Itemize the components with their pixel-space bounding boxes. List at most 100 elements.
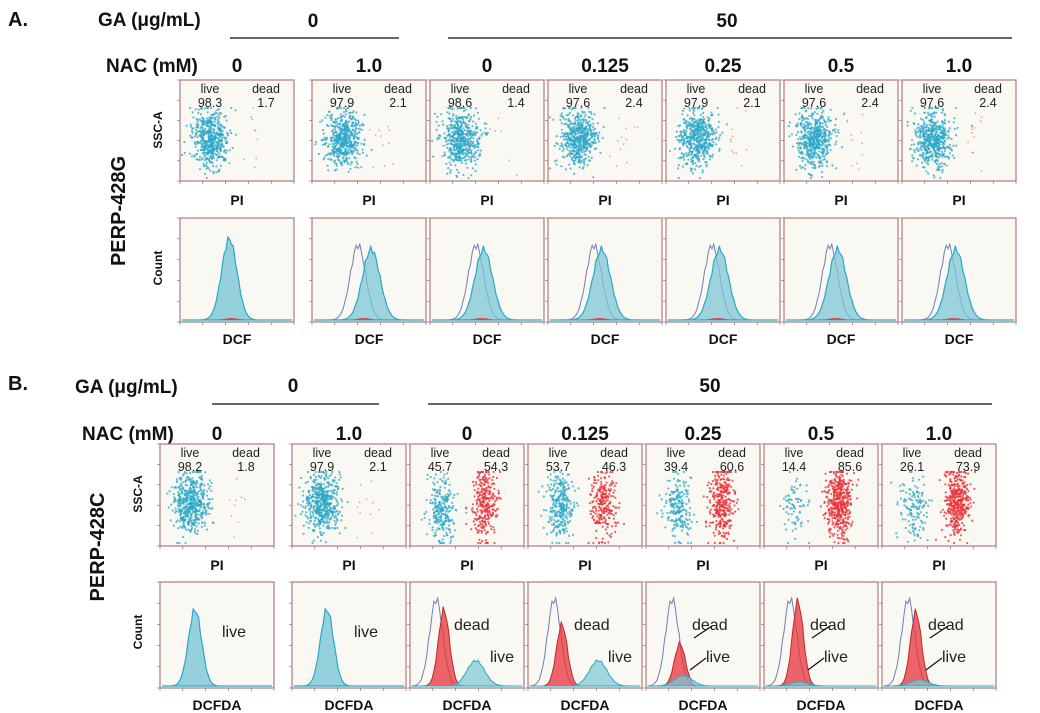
live-event-dot <box>820 170 824 174</box>
live-event-dot <box>320 539 323 542</box>
dead-event-dot <box>243 158 245 161</box>
live-event-dot <box>443 151 446 154</box>
live-event-dot <box>331 495 334 498</box>
live-event-dot <box>599 151 602 154</box>
live-event-dot <box>180 516 184 520</box>
live-event-dot <box>218 140 221 143</box>
live-event-dot <box>592 122 595 125</box>
live-event-dot <box>207 130 210 133</box>
live-event-dot <box>926 111 930 114</box>
live-event-dot <box>339 476 342 479</box>
live-event-dot <box>187 491 190 494</box>
live-event-dot <box>457 155 460 158</box>
live-event-dot <box>695 153 698 156</box>
panel-b-nac-label: NAC (mM) <box>82 424 174 445</box>
live-event-dot <box>593 134 596 138</box>
histogram-plot <box>781 217 899 325</box>
live-event-dot <box>196 498 199 501</box>
live-event-dot <box>195 515 198 519</box>
live-event-dot <box>326 136 329 139</box>
live-event-dot <box>805 144 808 147</box>
live-event-dot <box>357 142 360 145</box>
live-event-dot <box>674 147 677 150</box>
live-event-dot <box>574 131 577 134</box>
live-event-dot <box>178 492 181 495</box>
live-event-dot <box>807 136 810 139</box>
live-event-dot <box>184 483 187 486</box>
live-event-dot <box>795 124 798 127</box>
live-event-dot <box>330 497 333 500</box>
live-event-dot <box>350 131 353 134</box>
live-event-dot <box>699 118 703 121</box>
live-event-dot <box>190 136 193 139</box>
live-event-dot <box>476 158 479 161</box>
live-event-dot <box>810 126 814 129</box>
live-event-dot <box>566 148 569 151</box>
live-event-dot <box>200 517 204 520</box>
dead-event-dot <box>230 515 233 517</box>
live-event-dot <box>336 143 339 147</box>
live-event-dot <box>339 131 343 134</box>
live-event-dot <box>202 117 205 120</box>
live-event-dot <box>468 126 471 129</box>
live-event-dot <box>929 138 932 141</box>
live-event-dot <box>834 143 837 146</box>
live-event-dot <box>354 129 357 132</box>
live-event-dot <box>931 130 934 134</box>
live-event-dot <box>197 123 200 126</box>
live-event-dot <box>465 146 468 150</box>
live-event-dot <box>703 145 706 149</box>
live-event-dot <box>570 138 574 142</box>
live-event-dot <box>925 125 928 128</box>
live-event-dot <box>922 141 926 144</box>
live-event-dot <box>461 142 464 145</box>
live-event-dot <box>209 154 212 157</box>
live-event-dot <box>586 132 589 135</box>
live-event-dot <box>474 156 477 159</box>
live-event-dot <box>939 166 942 169</box>
dead-word: dead <box>974 82 1002 96</box>
live-percent: 97.9 <box>684 96 708 110</box>
live-event-dot <box>693 147 696 150</box>
live-event-dot <box>336 106 340 110</box>
live-event-dot <box>174 507 177 510</box>
live-event-dot <box>941 170 944 173</box>
live-event-dot <box>187 499 190 502</box>
dead-event-dot <box>485 132 488 134</box>
live-event-dot <box>313 525 317 528</box>
live-event-dot <box>568 111 572 115</box>
live-event-dot <box>334 151 337 154</box>
live-event-dot <box>221 129 224 132</box>
live-event-dot <box>206 106 209 110</box>
live-event-dot <box>335 499 338 502</box>
live-event-dot <box>470 174 473 177</box>
live-event-dot <box>456 123 459 126</box>
live-event-dot <box>938 163 941 166</box>
live-event-dot <box>202 162 205 165</box>
live-event-dot <box>713 132 717 135</box>
live-event-dot <box>911 106 914 110</box>
live-event-dot <box>937 141 940 144</box>
live-event-dot <box>199 156 202 159</box>
live-event-dot <box>212 139 215 142</box>
live-event-dot <box>574 146 578 149</box>
live-event-dot <box>822 151 825 154</box>
live-event-dot <box>218 137 221 140</box>
live-event-dot <box>828 132 831 136</box>
live-event-dot <box>582 143 585 146</box>
live-event-dot <box>699 130 702 133</box>
dead-event-dot <box>251 118 253 121</box>
live-event-dot <box>690 124 693 127</box>
live-event-dot <box>435 120 438 123</box>
live-event-dot <box>352 137 355 140</box>
live-event-dot <box>446 172 449 175</box>
live-event-dot <box>685 154 688 157</box>
live-event-dot <box>176 519 179 522</box>
live-event-dot <box>196 120 199 123</box>
live-event-dot <box>915 164 918 167</box>
live-event-dot <box>187 502 190 506</box>
live-event-dot <box>471 124 474 128</box>
live-event-dot <box>566 135 569 138</box>
